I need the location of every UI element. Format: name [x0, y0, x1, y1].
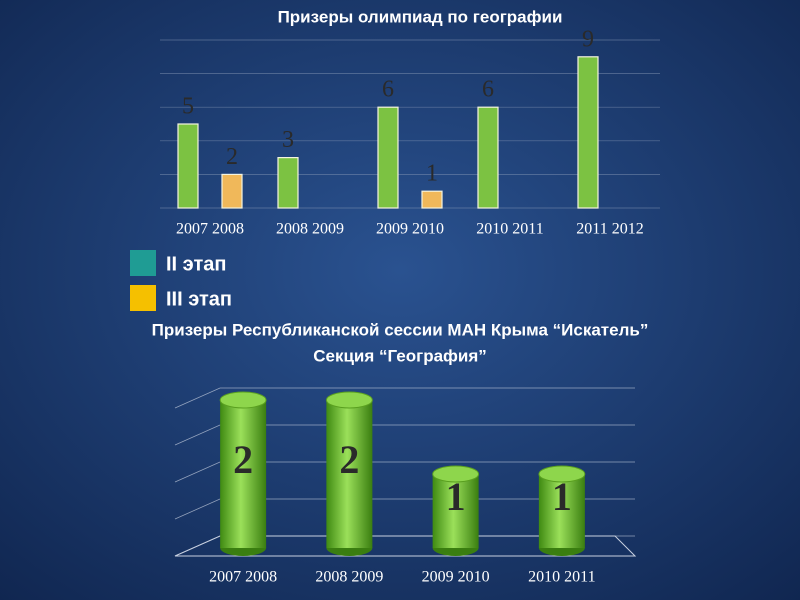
legend-label: II этап — [166, 253, 226, 275]
bar — [432, 474, 479, 548]
data-label: 1 — [426, 161, 438, 187]
data-label: 1 — [446, 474, 466, 519]
bar — [477, 106, 499, 209]
x-tick-label: 2008 2009 — [315, 569, 383, 586]
chart-title: Призеры олимпиад по географии — [278, 7, 563, 26]
bar — [377, 106, 399, 209]
data-label: 6 — [382, 77, 394, 103]
x-tick-label: 2011 2012 — [576, 221, 643, 238]
cylinder-top — [538, 465, 586, 483]
legend-swatch — [130, 285, 156, 311]
x-tick-label: 2007 2008 — [209, 569, 277, 586]
cylinder-top — [432, 465, 480, 483]
data-label: 6 — [482, 77, 494, 103]
grid-line — [174, 424, 635, 446]
grid-line — [174, 387, 635, 409]
cylinder-top — [325, 391, 373, 409]
grid-line — [174, 461, 635, 483]
bar — [221, 173, 243, 209]
chart-title: Призеры Республиканской сессии МАН Крыма… — [152, 320, 649, 339]
x-tick-label: 2009 2010 — [376, 221, 444, 238]
bar — [177, 123, 199, 209]
chart-subtitle: Секция “География” — [313, 346, 487, 365]
data-label: 9 — [582, 26, 594, 52]
data-label: 3 — [282, 127, 294, 153]
data-label: 5 — [182, 94, 194, 120]
grid-line — [174, 535, 635, 557]
bar — [220, 400, 267, 548]
x-tick-label: 2007 2008 — [176, 221, 244, 238]
bar — [538, 474, 585, 548]
x-tick-label: 2010 2011 — [528, 569, 595, 586]
bar — [326, 400, 373, 548]
x-tick-label: 2010 2011 — [476, 221, 543, 238]
x-tick-label: 2008 2009 — [276, 221, 344, 238]
cylinder-top — [219, 391, 267, 409]
data-label: 2 — [226, 144, 238, 170]
data-label: 2 — [339, 437, 359, 482]
data-label: 1 — [552, 474, 572, 519]
bar — [577, 56, 599, 209]
legend-swatch — [130, 250, 156, 276]
data-label: 2 — [233, 437, 253, 482]
grid-line — [174, 498, 635, 520]
bar — [421, 190, 443, 209]
legend-label: III этап — [166, 288, 232, 310]
bar — [277, 157, 299, 209]
x-tick-label: 2009 2010 — [422, 569, 490, 586]
